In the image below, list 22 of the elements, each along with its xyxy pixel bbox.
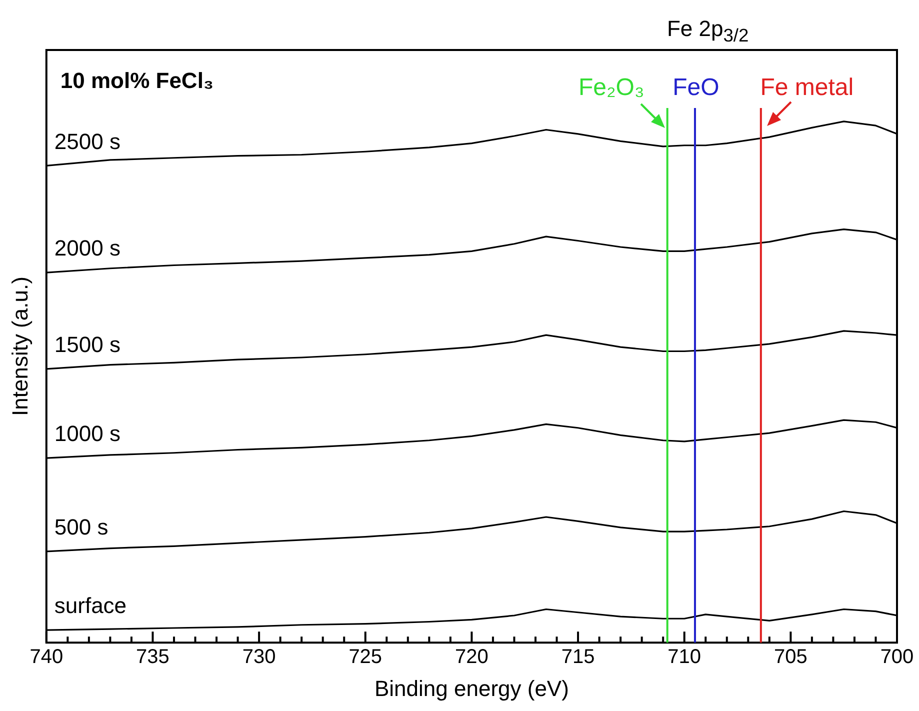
series-label: 500 s <box>54 514 108 540</box>
x-tick-label: 705 <box>774 646 808 668</box>
ref-line-label: Fe metal <box>760 74 854 101</box>
text: 10 mol% FeCl₃ <box>60 68 214 94</box>
x-tick-label: 720 <box>455 646 488 668</box>
text: Fe 2p$_{3/2}$ <box>666 16 749 46</box>
x-axis-title: Binding energy (eV) <box>374 676 569 701</box>
y-axis-title: Intensity (a.u.) <box>7 276 32 416</box>
x-tick-label: 700 <box>880 646 914 668</box>
ref-line-label: FeO <box>672 74 720 101</box>
series-label: 1000 s <box>54 421 120 446</box>
x-tick-label: 725 <box>348 646 382 668</box>
series-label: 1500 s <box>54 332 120 358</box>
series-label: 2500 s <box>54 128 120 154</box>
x-tick-label: 740 <box>30 646 64 668</box>
series-label: 2000 s <box>54 236 120 261</box>
ref-line-label: Fe₂O₃ <box>578 74 644 101</box>
series-label: surface <box>54 593 127 618</box>
x-tick-label: 735 <box>136 646 170 668</box>
x-tick-label: 730 <box>242 646 276 668</box>
x-tick-label: 715 <box>561 646 595 668</box>
x-tick-label: 710 <box>668 646 702 668</box>
